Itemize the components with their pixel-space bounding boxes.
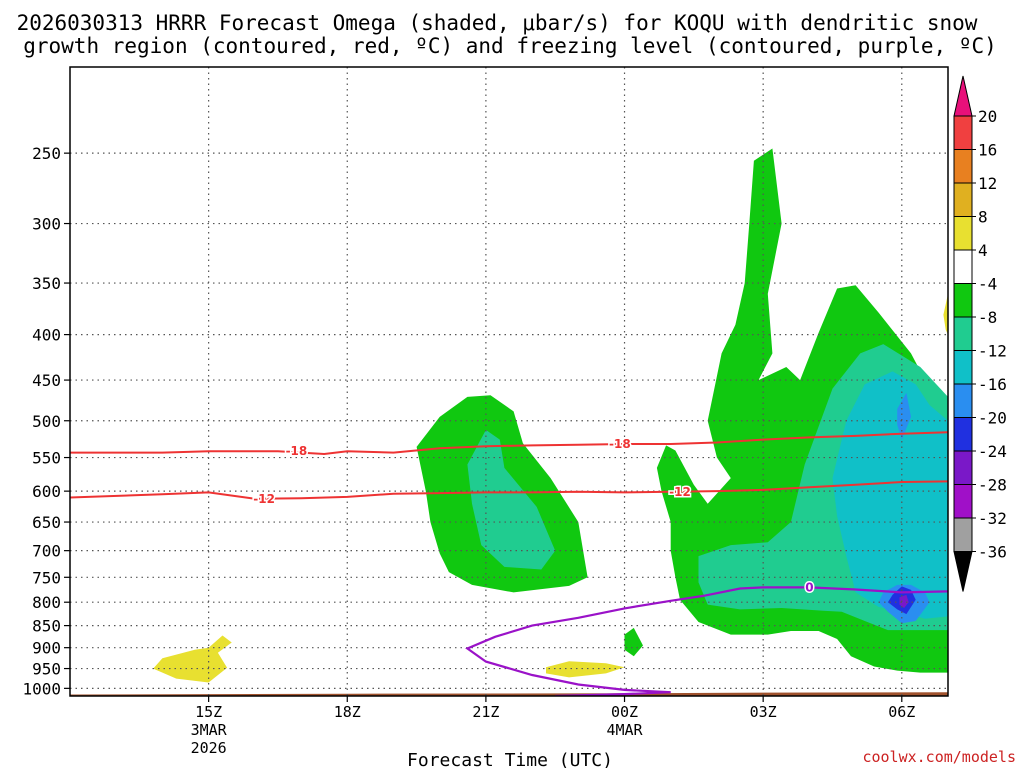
colorbar: -36 -32 -28 -24 -20 -16 -12 -8 -4 4 8 12 16 20 <box>953 75 1007 592</box>
colorbar-segment <box>953 383 973 418</box>
colorbar-segment <box>953 216 973 251</box>
colorbar-label: -16 <box>978 375 1007 394</box>
contour-label-text: -18 <box>286 444 308 458</box>
omega-region-4 <box>153 635 232 683</box>
contour-label: -12 <box>668 483 693 500</box>
y-tick-label: 400 <box>32 326 61 345</box>
omega-region-neg20 <box>897 392 911 440</box>
colorbar-label: 20 <box>978 107 997 126</box>
colorbar-segment <box>953 249 973 284</box>
terrain-surface <box>70 692 948 696</box>
contour-label: -12 <box>252 490 277 507</box>
y-tick-label: 300 <box>32 215 61 234</box>
contour-label: -18 <box>284 443 309 460</box>
colorbar-lower-triangle <box>953 551 973 592</box>
freezing-level-contour <box>465 586 948 696</box>
contour-label-text: 0 <box>805 580 813 594</box>
colorbar-label: -36 <box>978 543 1007 562</box>
y-tick-label: 1000 <box>22 679 61 698</box>
x-tick-year: 2026 <box>191 739 227 757</box>
colorbar-label: -32 <box>978 509 1007 528</box>
y-tick-label: 350 <box>32 274 61 293</box>
colorbar-label: -12 <box>978 342 1007 361</box>
colorbar-label: -24 <box>978 442 1007 461</box>
credit-text: coolwx.com/models <box>862 748 1016 766</box>
colorbar-upper-triangle <box>953 75 973 117</box>
contour-label-text: -12 <box>669 485 691 499</box>
omega-region-4 <box>943 293 948 335</box>
colorbar-segment <box>953 115 973 150</box>
omega-region-4 <box>546 661 625 678</box>
contour-label-text: -12 <box>253 492 275 506</box>
x-tick-date: 3MAR <box>191 721 228 739</box>
colorbar-label: 8 <box>978 208 988 227</box>
contour-label-text: -18 <box>609 437 631 451</box>
y-tick-label: 650 <box>32 513 61 532</box>
dgz-contour-neg12 <box>70 480 948 500</box>
contour-label: -18 <box>608 435 633 452</box>
x-tick-label: 15Z <box>195 703 222 721</box>
colorbar-segment <box>953 417 973 452</box>
y-tick-label: 800 <box>32 593 61 612</box>
plot-frame <box>69 66 949 697</box>
colorbar-label: -8 <box>978 308 997 327</box>
colorbar-segment <box>953 316 973 351</box>
colorbar-segment <box>953 450 973 485</box>
colorbar-label: 16 <box>978 141 997 160</box>
y-tick-label: 700 <box>32 542 61 561</box>
colorbar-segment <box>953 350 973 385</box>
y-tick-label: 600 <box>32 482 61 501</box>
colorbar-label: 4 <box>978 241 988 260</box>
y-tick-label: 500 <box>32 412 61 431</box>
x-tick-label: 18Z <box>334 703 361 721</box>
colorbar-segment <box>953 484 973 519</box>
x-tick-label: 00Z <box>611 703 638 721</box>
colorbar-segment <box>953 182 973 217</box>
y-tick-label: 550 <box>32 449 61 468</box>
y-tick-label: 250 <box>32 144 61 163</box>
colorbar-label: -28 <box>978 476 1007 495</box>
omega-region-neg28 <box>899 594 909 608</box>
plot-area: -18 -18 -12 -12 0 <box>69 66 949 697</box>
dgz-contour-neg18 <box>70 431 948 456</box>
x-tick-date: 4MAR <box>606 721 643 739</box>
plot-contents: -18 -18 -12 -12 0 <box>70 67 948 696</box>
x-tick-label: 03Z <box>750 703 777 721</box>
y-tick-label: 750 <box>32 568 61 587</box>
colorbar-segment <box>953 149 973 184</box>
colorbar-segment <box>953 517 973 552</box>
chart-title-line1: 2026030313 HRRR Forecast Omega (shaded, … <box>17 11 978 35</box>
x-axis-label: Forecast Time (UTC) <box>407 750 613 768</box>
x-tick-label: 21Z <box>472 703 499 721</box>
omega-region-neg8 <box>624 627 643 657</box>
y-tick-label: 850 <box>32 617 61 636</box>
colorbar-label: 12 <box>978 174 997 193</box>
colorbar-label: -20 <box>978 409 1007 428</box>
contour-label: 0 <box>804 579 815 596</box>
colorbar-label: -4 <box>978 275 997 294</box>
y-tick-label: 450 <box>32 371 61 390</box>
y-tick-label: 900 <box>32 639 61 658</box>
x-tick-label: 06Z <box>888 703 915 721</box>
y-tick-label: 950 <box>32 660 61 679</box>
colorbar-segment <box>953 283 973 318</box>
omega-region-neg12 <box>467 429 556 570</box>
chart-title-line2: growth region (contoured, red, ºC) and f… <box>23 34 997 58</box>
y-axis-ticks: 250 300 350 400 450 500 550 600 650 700 750 800 850 9… <box>22 144 70 698</box>
